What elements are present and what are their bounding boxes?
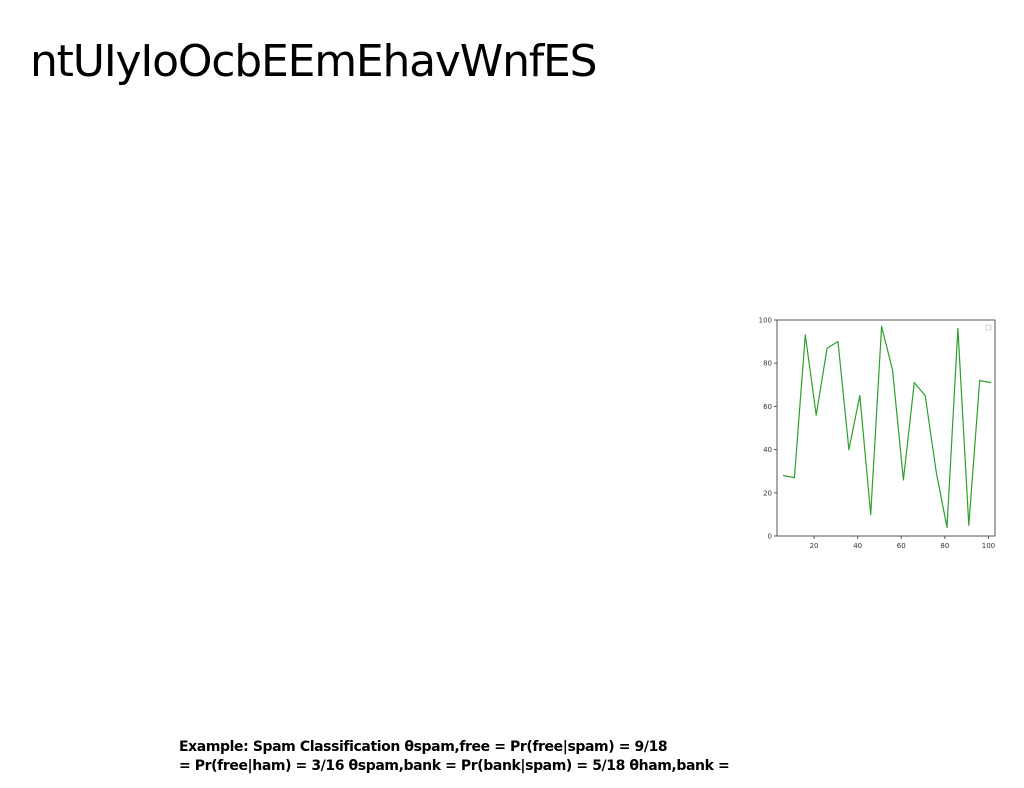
x-tick-label: 40 bbox=[853, 542, 862, 550]
data-point bbox=[782, 474, 785, 477]
data-point bbox=[826, 347, 828, 349]
plot-frame bbox=[776, 319, 996, 537]
footer-line-2: = Pr(free|ham) = 3/16 θspam,bank = Pr(ba… bbox=[179, 758, 730, 774]
data-point bbox=[891, 369, 894, 371]
x-tick-label: 20 bbox=[810, 542, 819, 550]
line-chart-svg: 0 20 40 60 80 100 20 40 60 80 100 bbox=[759, 317, 996, 550]
x-tick-label: 80 bbox=[940, 542, 949, 550]
data-point bbox=[924, 395, 926, 397]
y-tick-label: 80 bbox=[763, 360, 772, 368]
y-tick-label: 0 bbox=[768, 533, 772, 541]
x-tick-label: 60 bbox=[897, 542, 906, 550]
data-point bbox=[837, 341, 839, 343]
series-line bbox=[783, 325, 991, 528]
x-tick-label: 100 bbox=[982, 542, 995, 550]
data-point bbox=[946, 526, 948, 528]
y-tick-label: 40 bbox=[763, 446, 772, 454]
footer-line-1: Example: Spam Classification θspam,free … bbox=[179, 739, 668, 755]
data-point bbox=[979, 379, 981, 382]
data-point bbox=[859, 395, 861, 397]
y-tick-label: 20 bbox=[763, 489, 772, 497]
data-point bbox=[870, 513, 872, 515]
line-chart: 0 20 40 60 80 100 20 40 60 80 100 bbox=[756, 314, 1000, 554]
data-point bbox=[902, 479, 905, 481]
data-point bbox=[913, 382, 915, 384]
data-point bbox=[804, 334, 806, 336]
data-point bbox=[935, 470, 937, 472]
footer-text: Example: Spam Classification θspam,free … bbox=[179, 738, 730, 776]
data-point bbox=[990, 382, 992, 384]
data-point bbox=[815, 414, 817, 416]
data-point bbox=[957, 328, 959, 330]
data-point bbox=[968, 524, 970, 526]
legend-box bbox=[985, 324, 992, 331]
data-point bbox=[848, 449, 850, 451]
data-point bbox=[881, 325, 883, 328]
y-tick-label: 60 bbox=[763, 403, 772, 411]
slide-title: ntUIyIoOcbEEmEhavWnfES bbox=[30, 36, 598, 87]
data-point bbox=[793, 477, 796, 479]
y-tick-label: 100 bbox=[759, 317, 772, 325]
